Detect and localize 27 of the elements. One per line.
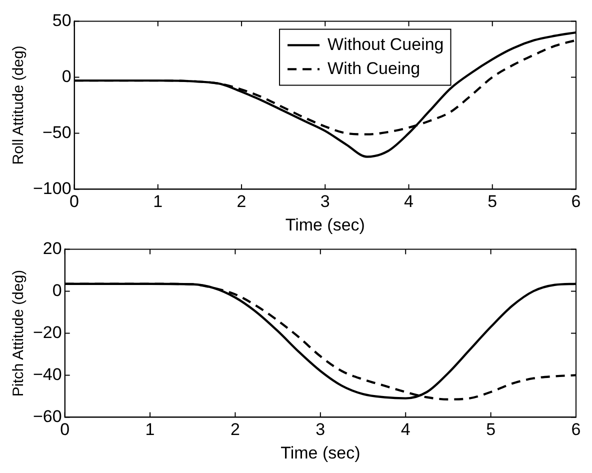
y-tick-label: 0	[52, 280, 62, 300]
x-tick-label: 2	[230, 420, 240, 440]
y-axis-title: Roll Attitude (deg)	[10, 46, 28, 165]
y-tick-label: −100	[32, 178, 72, 198]
x-axis-title: Time (sec)	[280, 443, 360, 462]
y-tick-label: 20	[42, 238, 62, 258]
x-tick-label: 6	[571, 192, 581, 212]
x-tick-label: 1	[145, 420, 155, 440]
y-axis-title: Pitch Attitude (deg)	[10, 270, 28, 397]
y-tick-label: 0	[62, 66, 72, 86]
x-axis-title: Time (sec)	[285, 215, 365, 234]
y-tick-label: −20	[32, 322, 62, 342]
x-tick-label: 3	[320, 192, 330, 212]
y-tick-label: −50	[42, 122, 72, 142]
x-tick-label: 1	[153, 192, 163, 212]
x-tick-label: 6	[571, 420, 581, 440]
x-tick-label: 4	[404, 192, 414, 212]
x-tick-label: 5	[488, 192, 498, 212]
y-tick-label: 50	[52, 10, 72, 30]
x-tick-label: 3	[316, 420, 326, 440]
y-tick-label: −40	[32, 364, 62, 384]
legend-label: With Cueing	[328, 58, 420, 78]
x-tick-label: 4	[400, 420, 410, 440]
legend-label: Without Cueing	[328, 34, 444, 54]
x-tick-label: 2	[236, 192, 246, 212]
y-tick-label: −60	[32, 406, 62, 426]
x-tick-label: 5	[486, 420, 496, 440]
